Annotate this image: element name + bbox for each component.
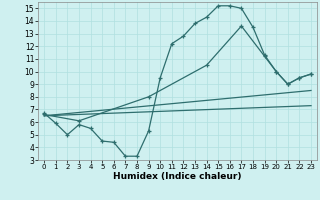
X-axis label: Humidex (Indice chaleur): Humidex (Indice chaleur) [113, 172, 242, 181]
